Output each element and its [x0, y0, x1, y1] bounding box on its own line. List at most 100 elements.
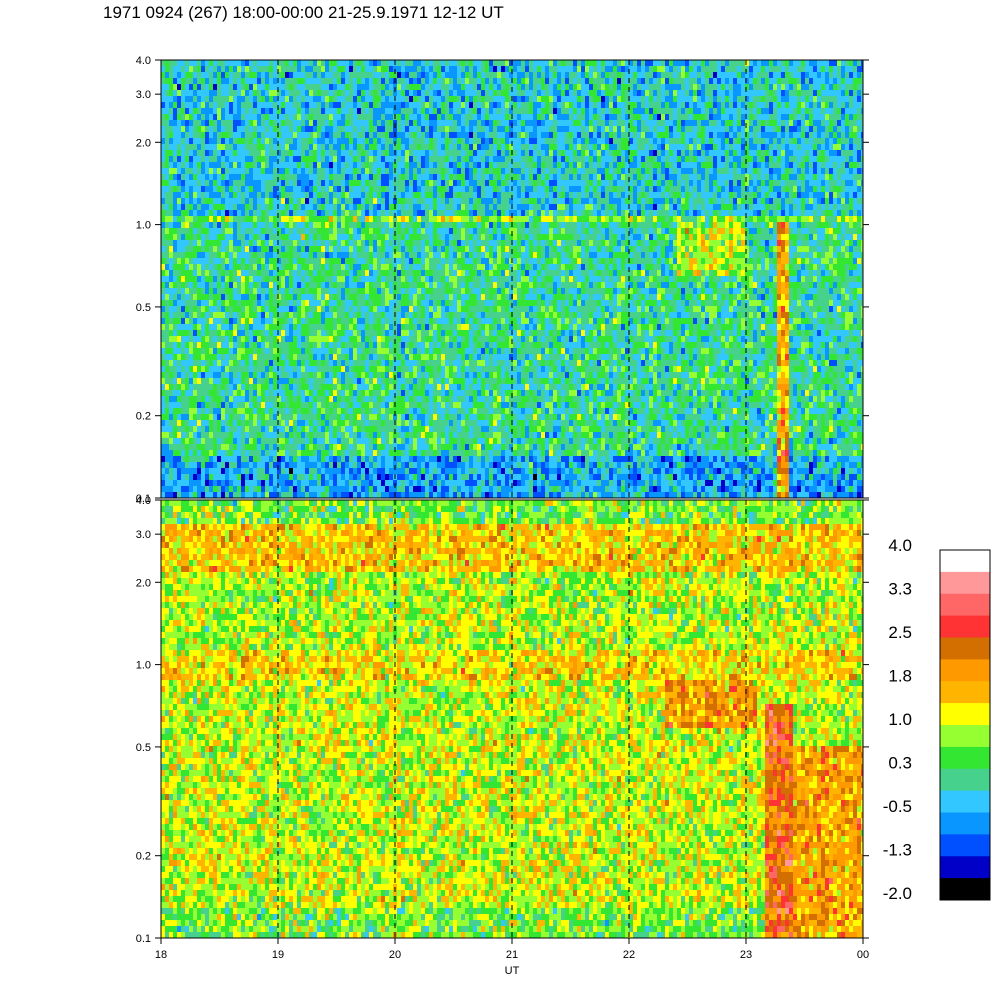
heatmap-cell: [765, 192, 769, 198]
heatmap-cell: [837, 84, 841, 90]
heatmap-cell: [529, 174, 533, 180]
heatmap-cell: [585, 210, 589, 216]
heatmap-cell: [349, 210, 353, 216]
heatmap-cell: [613, 156, 617, 162]
heatmap-cell: [209, 204, 213, 210]
heatmap-cell: [429, 162, 433, 168]
heatmap-cell: [497, 72, 501, 78]
heatmap-cell: [465, 168, 469, 174]
heatmap-cell: [629, 210, 633, 216]
heatmap-cell: [857, 204, 861, 210]
heatmap-cell: [265, 120, 269, 126]
heatmap-cell: [201, 120, 205, 126]
heatmap-cell: [625, 60, 629, 66]
heatmap-cell: [725, 198, 729, 204]
heatmap-cell: [825, 108, 829, 114]
heatmap-cell: [721, 174, 725, 180]
heatmap-cell: [581, 72, 585, 78]
heatmap-cell: [749, 222, 753, 228]
heatmap-cell: [449, 162, 453, 168]
heatmap-cell: [357, 132, 361, 138]
heatmap-cell: [673, 216, 677, 222]
heatmap-cell: [741, 174, 745, 180]
heatmap-cell: [265, 150, 269, 156]
heatmap-cell: [501, 102, 505, 108]
heatmap-cell: [705, 144, 709, 150]
heatmap-cell: [177, 168, 181, 174]
heatmap-cell: [853, 204, 857, 210]
heatmap-cell: [721, 120, 725, 126]
heatmap-cell: [453, 138, 457, 144]
heatmap-cell: [641, 120, 645, 126]
heatmap-cell: [289, 72, 293, 78]
heatmap-cell: [497, 78, 501, 84]
heatmap-cell: [797, 60, 801, 66]
heatmap-cell: [717, 168, 721, 174]
heatmap-cell: [353, 180, 357, 186]
heatmap-cell: [637, 186, 641, 192]
heatmap-cell: [841, 126, 845, 132]
heatmap-cell: [773, 132, 777, 138]
heatmap-cell: [453, 168, 457, 174]
heatmap-cell: [641, 144, 645, 150]
heatmap-cell: [173, 144, 177, 150]
heatmap-cell: [245, 144, 249, 150]
heatmap-cell: [477, 72, 481, 78]
heatmap-cell: [861, 192, 863, 198]
heatmap-cell: [321, 168, 325, 174]
heatmap-cell: [761, 102, 765, 108]
heatmap-cell: [425, 186, 429, 192]
heatmap-cell: [217, 84, 221, 90]
heatmap-cell: [545, 216, 549, 222]
heatmap-cell: [761, 174, 765, 180]
heatmap-cell: [857, 174, 861, 180]
heatmap-cell: [693, 144, 697, 150]
heatmap-cell: [593, 90, 597, 96]
heatmap-cell: [413, 96, 417, 102]
heatmap-cell: [629, 72, 633, 78]
heatmap-cell: [445, 156, 449, 162]
heatmap-cell: [657, 102, 661, 108]
heatmap-cell: [193, 144, 197, 150]
heatmap-cell: [197, 162, 201, 168]
heatmap-cell: [481, 150, 485, 156]
heatmap-cell: [417, 228, 421, 234]
heatmap-cell: [825, 90, 829, 96]
heatmap-cell: [829, 168, 833, 174]
heatmap-cell: [621, 138, 625, 144]
heatmap-cell: [613, 120, 617, 126]
heatmap-cell: [493, 186, 497, 192]
heatmap-cell: [621, 144, 625, 150]
heatmap-cell: [729, 90, 733, 96]
heatmap-cell: [405, 186, 409, 192]
heatmap-cell: [841, 84, 845, 90]
heatmap-cell: [601, 150, 605, 156]
heatmap-cell: [233, 180, 237, 186]
heatmap-cell: [825, 138, 829, 144]
heatmap-cell: [345, 222, 349, 228]
heatmap-cell: [553, 210, 557, 216]
heatmap-cell: [509, 78, 513, 84]
heatmap-cell: [609, 102, 613, 108]
heatmap-cell: [825, 150, 829, 156]
heatmap-cell: [437, 138, 441, 144]
heatmap-cell: [789, 60, 793, 66]
heatmap-cell: [421, 90, 425, 96]
heatmap-cell: [517, 144, 521, 150]
heatmap-cell: [277, 150, 281, 156]
heatmap-cell: [693, 210, 697, 216]
heatmap-cell: [165, 96, 169, 102]
heatmap-cell: [341, 90, 345, 96]
heatmap-cell: [853, 186, 857, 192]
heatmap-cell: [253, 84, 257, 90]
heatmap-cell: [593, 186, 597, 192]
heatmap-cell: [549, 138, 553, 144]
heatmap-cell: [177, 126, 181, 132]
heatmap-cell: [705, 120, 709, 126]
heatmap-cell: [329, 102, 333, 108]
heatmap-cell: [429, 156, 433, 162]
heatmap-cell: [505, 78, 509, 84]
heatmap-cell: [773, 78, 777, 84]
heatmap-cell: [693, 204, 697, 210]
heatmap-cell: [597, 216, 601, 222]
